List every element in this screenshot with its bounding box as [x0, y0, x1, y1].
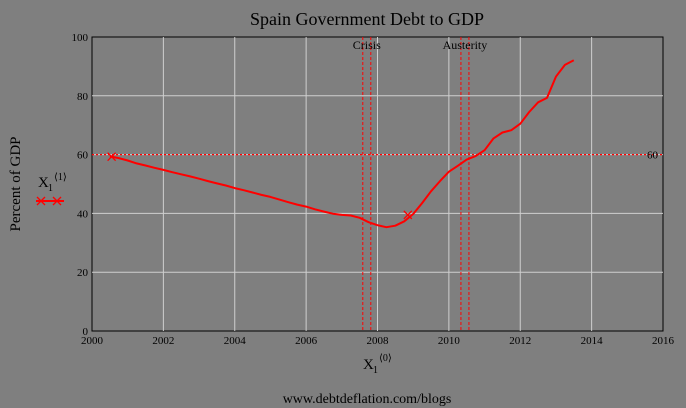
event-marker-label: Austerity — [443, 38, 488, 52]
legend-line-swatch — [36, 196, 64, 206]
y-tick-label: 60 — [77, 150, 89, 162]
grid-lines — [92, 37, 663, 331]
y-tick-label: 100 — [72, 32, 89, 44]
reference-line-label: 60 — [647, 150, 659, 162]
x-tick-label: 2016 — [652, 335, 675, 347]
y-tick-label: 40 — [77, 208, 89, 220]
event-marker-label: Crisis — [353, 38, 381, 52]
vertical-markers: Crisis Austerity — [353, 37, 487, 331]
x-tick-label: 2010 — [438, 335, 461, 347]
legend-label-sup: ⟨1⟩ — [54, 172, 67, 183]
x-tick-label: 2004 — [224, 335, 247, 347]
legend: X 1 ⟨1⟩ — [36, 172, 67, 206]
x-axis-label: X 1 ⟨0⟩ — [363, 353, 392, 376]
x-axis-label-sub: 1 — [373, 365, 378, 376]
series-line — [109, 59, 575, 229]
x-tick-label: 2012 — [509, 335, 531, 347]
x-axis-label-sup: ⟨0⟩ — [379, 353, 392, 364]
chart-title: Spain Government Debt to GDP — [250, 9, 484, 29]
y-tick-labels: 0 20 40 60 80 100 — [72, 32, 89, 338]
legend-label-base: X — [38, 175, 49, 191]
footer-url: www.debtdeflation.com/blogs — [283, 392, 452, 407]
series-group — [107, 59, 575, 229]
y-tick-label: 80 — [77, 91, 89, 103]
x-tick-labels: 2000 2002 2004 2006 2008 2010 2012 2014 2016 — [81, 335, 675, 347]
y-tick-label: 20 — [77, 267, 89, 279]
series-marker — [107, 152, 117, 162]
y-tick-label: 0 — [83, 326, 89, 338]
x-axis-label-base: X — [363, 357, 374, 373]
x-tick-label: 2000 — [81, 335, 104, 347]
x-tick-label: 2008 — [367, 335, 390, 347]
x-tick-label: 2006 — [295, 335, 318, 347]
series-marker — [403, 210, 413, 220]
plot-area: 60 Crisis Austerity 2000 2002 2004 2006 2008 2… — [72, 32, 675, 347]
y-axis-label: Percent of GDP — [8, 137, 24, 232]
x-tick-label: 2002 — [152, 335, 174, 347]
x-tick-label: 2014 — [581, 335, 604, 347]
legend-label-sub: 1 — [48, 183, 53, 194]
reference-line-group: 60 — [92, 150, 663, 162]
